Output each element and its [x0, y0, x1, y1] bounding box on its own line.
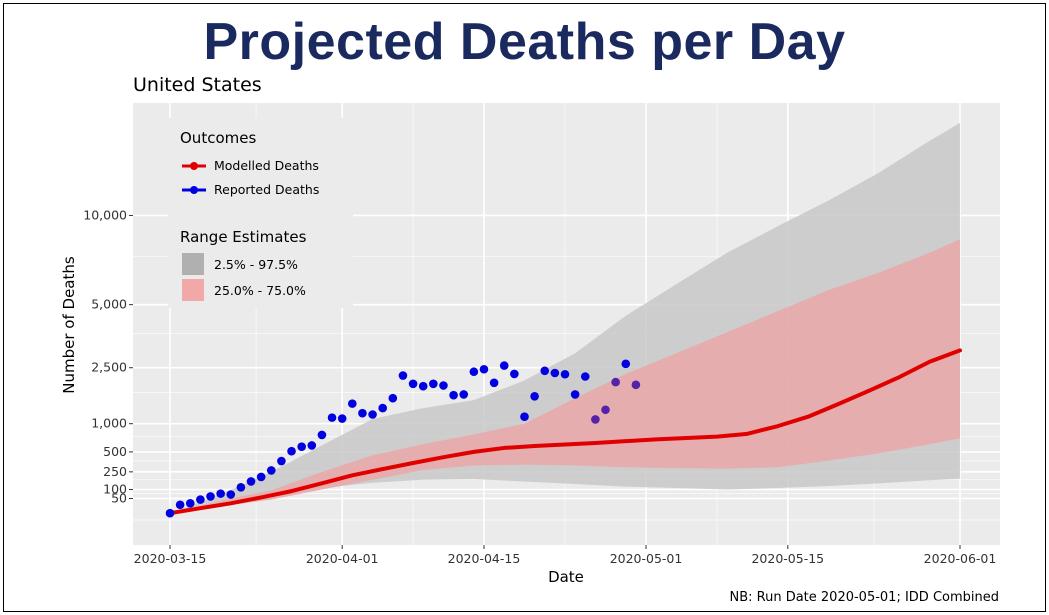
reported-deaths-point — [317, 430, 327, 440]
reported-deaths-point — [348, 399, 357, 408]
legend-reported-dot-key — [190, 186, 198, 194]
legend-ranges-title: Range Estimates — [180, 228, 307, 246]
reported-deaths-point — [418, 381, 428, 391]
reported-deaths-point — [327, 413, 337, 422]
reported-deaths-point — [621, 359, 631, 369]
reported-deaths-point — [479, 364, 489, 374]
reported-deaths-point — [256, 472, 266, 482]
reported-deaths-point — [601, 405, 610, 415]
x-tick-label: 2020-04-01 — [306, 551, 379, 566]
reported-deaths-point — [530, 391, 539, 401]
x-tick-label: 2020-05-01 — [610, 551, 683, 566]
reported-deaths-point — [388, 393, 398, 403]
legend-range50-label: 25.0% - 75.0% — [214, 283, 306, 298]
reported-deaths-point — [540, 366, 550, 376]
reported-deaths-point — [236, 483, 246, 492]
y-tick-label: 500 — [103, 444, 127, 459]
x-axis-ticks: 2020-03-15 2020-04-01 2020-04-15 2020-05-01… — [134, 545, 997, 566]
chart-subtitle: United States — [133, 74, 262, 96]
reported-deaths-point — [277, 456, 286, 466]
reported-deaths-point — [378, 403, 387, 413]
modelled-line-layer — [168, 348, 962, 516]
reported-deaths-point — [580, 372, 590, 381]
page-title: Projected Deaths per Day — [203, 13, 846, 71]
legend-range95-swatch — [182, 253, 204, 275]
reported-deaths-point — [358, 408, 367, 418]
footnote: NB: Run Date 2020-05-01; IDD Combined — [729, 590, 999, 605]
legend: Outcomes Modelled Deaths Reported Deaths… — [168, 118, 353, 308]
x-tick-label: 2020-04-15 — [448, 551, 521, 566]
reported-deaths-point — [226, 490, 236, 499]
reported-deaths-point — [297, 442, 306, 451]
reported-deaths-point — [550, 368, 560, 378]
legend-item-modelled: Modelled Deaths — [182, 158, 319, 173]
x-tick-label: 2020-05-15 — [751, 551, 824, 566]
reported-deaths-point — [449, 390, 458, 400]
reported-deaths-point — [246, 477, 256, 486]
reported-deaths-point — [459, 390, 469, 399]
y-tick-label: 250 — [103, 464, 127, 479]
reported-deaths-point — [570, 390, 580, 399]
legend-range95-label: 2.5% - 97.5% — [214, 257, 298, 272]
modelled-deaths-line — [168, 348, 962, 516]
range-bands — [170, 122, 960, 514]
x-axis-label: Date — [548, 568, 584, 586]
legend-range50-swatch — [182, 279, 204, 301]
reported-deaths-point — [287, 446, 296, 456]
reported-deaths-point — [175, 500, 185, 510]
reported-deaths-point — [429, 379, 438, 389]
reported-deaths-point — [631, 380, 641, 390]
legend-modelled-label: Modelled Deaths — [214, 158, 319, 173]
reported-deaths-point — [398, 371, 408, 380]
reported-deaths-point — [469, 367, 479, 377]
reported-deaths-point — [489, 378, 499, 388]
reported-deaths-point — [408, 379, 418, 389]
reported-deaths-point — [560, 369, 570, 379]
legend-item-range50: 25.0% - 75.0% — [182, 279, 306, 301]
y-tick-label: 10,000 — [83, 207, 127, 222]
legend-reported-label: Reported Deaths — [214, 182, 319, 197]
reported-deaths-point — [266, 466, 276, 475]
reported-deaths-point — [591, 415, 600, 424]
y-tick-label: 50 — [111, 490, 127, 505]
legend-background — [168, 118, 353, 308]
legend-item-reported: Reported Deaths — [182, 182, 319, 197]
y-tick-label: 1,000 — [91, 416, 127, 431]
y-tick-label: 100 — [103, 482, 127, 497]
reported-deaths-point — [307, 441, 317, 450]
legend-modelled-dot-key — [190, 162, 198, 170]
reported-deaths-point — [611, 377, 620, 387]
reported-deaths-point — [337, 414, 347, 423]
legend-outcomes-title: Outcomes — [180, 129, 256, 147]
reported-deaths-point — [368, 410, 377, 419]
reported-deaths-point — [520, 412, 529, 422]
reported-points-layer — [165, 359, 641, 518]
reported-deaths-point — [196, 495, 205, 504]
reported-deaths-point — [185, 499, 195, 508]
reported-deaths-point — [206, 492, 215, 501]
legend-item-range95: 2.5% - 97.5% — [182, 253, 298, 275]
y-tick-label: 5,000 — [91, 297, 127, 312]
x-tick-label: 2020-06-01 — [924, 551, 997, 566]
reported-deaths-point — [499, 361, 509, 370]
y-tick-label: 2,500 — [91, 360, 127, 375]
x-tick-label: 2020-03-15 — [134, 551, 207, 566]
reported-deaths-point — [216, 489, 225, 498]
reported-deaths-point — [165, 508, 175, 518]
reported-deaths-point — [439, 381, 448, 390]
reported-deaths-point — [510, 369, 519, 379]
band-50 — [170, 239, 960, 514]
y-axis-label: Number of Deaths — [60, 256, 78, 394]
